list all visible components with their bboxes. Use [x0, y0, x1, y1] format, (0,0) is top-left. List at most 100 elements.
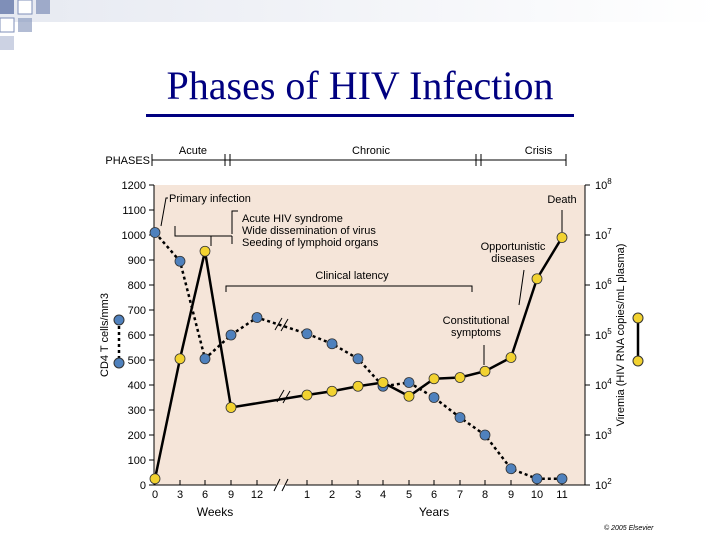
weeks-axis-label: Weeks [197, 505, 233, 519]
corner-decoration [0, 0, 720, 50]
slide-title: Phases of HIV Infection [166, 63, 554, 108]
annotation-constitutional: Constitutional [443, 315, 510, 327]
viremia-data-point [352, 380, 364, 392]
cd4-data-point [225, 329, 237, 341]
bottom-tick-label: 3 [177, 489, 183, 501]
viremia-data-point [377, 377, 389, 388]
right-tick-label: 108 [595, 177, 612, 192]
viremia-data-point [531, 273, 543, 285]
axis-break-mark [273, 478, 289, 492]
left-tick-label: 700 [128, 305, 146, 317]
left-tick-label: 300 [128, 405, 146, 417]
right-tick-label: 105 [595, 327, 612, 342]
bottom-tick-label: 9 [508, 489, 514, 501]
annotation-clinical-latency: Clinical latency [315, 270, 389, 282]
annotation-bracket [225, 285, 473, 292]
left-tick-label: 0 [140, 480, 146, 492]
cd4-data-point [326, 338, 338, 350]
cd4-data-point [352, 353, 364, 365]
right-tick-label: 107 [595, 227, 612, 242]
phase-label-crisis: Crisis [525, 145, 553, 157]
left-tick-label: 400 [128, 380, 146, 392]
series-line-cd4 [154, 231, 562, 480]
viremia-data-point [556, 232, 568, 243]
years-axis-label: Years [419, 505, 449, 519]
annotation-acute-syndrome: Acute HIV syndrome [242, 213, 343, 225]
right-tick-label: 103 [595, 427, 612, 442]
legend-cd4-marker [113, 314, 125, 326]
bottom-tick-label: 8 [482, 489, 488, 501]
annotation-bracket [174, 210, 238, 246]
cd4-data-point [251, 312, 263, 323]
bottom-tick-label: 5 [406, 489, 412, 501]
legend-viremia-marker [632, 312, 644, 324]
left-tick-label: 800 [128, 280, 146, 292]
left-tick-label: 1200 [122, 180, 146, 192]
phases-label: PHASES [105, 155, 150, 167]
annotation-constitutional: symptoms [451, 327, 502, 339]
annotation-acute-syndrome: Seeding of lymphoid organs [242, 237, 379, 249]
viremia-data-point [149, 473, 161, 485]
annotation-opportunistic: diseases [491, 253, 535, 265]
left-tick-label: 500 [128, 355, 146, 367]
viremia-data-point [225, 402, 237, 413]
legend-cd4-marker [113, 357, 125, 369]
viremia-data-point [428, 373, 440, 385]
viremia-data-point [199, 245, 211, 257]
left-tick-label: 1100 [122, 205, 146, 217]
legend-viremia-marker [632, 355, 644, 367]
cd4-data-point [428, 392, 440, 403]
cd4-data-point [301, 328, 313, 340]
annotation-leader [518, 269, 525, 306]
right-tick-label: 104 [595, 377, 612, 392]
title-underline [146, 114, 574, 117]
bottom-tick-label: 6 [202, 489, 208, 501]
cd4-data-point [479, 429, 491, 441]
bottom-tick-label: 6 [431, 489, 437, 501]
annotation-acute-syndrome: Wide dissemination of virus [242, 225, 376, 237]
viremia-data-point [174, 353, 186, 365]
cd4-data-point [505, 463, 517, 475]
bottom-tick-label: 11 [556, 489, 567, 501]
left-tick-label: 900 [128, 255, 146, 267]
viremia-data-point [505, 352, 517, 363]
right-tick-label: 102 [595, 477, 612, 492]
viremia-data-point [301, 389, 313, 401]
cd4-data-point [556, 473, 568, 485]
left-tick-label: 1000 [122, 230, 146, 242]
right-tick-label: 106 [595, 277, 612, 292]
line-break-mark [276, 389, 291, 404]
cd4-data-point [199, 353, 211, 365]
bottom-tick-label: 7 [457, 489, 463, 501]
right-axis-title: Viremia (HIV RNA copies/mL plasma) [615, 244, 627, 427]
cd4-data-point [531, 473, 543, 485]
bottom-tick-label: 3 [355, 489, 361, 501]
left-tick-label: 200 [128, 430, 146, 442]
copyright-notice: © 2005 Elsevier [604, 525, 654, 532]
viremia-data-point [403, 390, 415, 402]
left-axis-title: CD4 T cells/mm3 [99, 293, 111, 377]
cd4-data-point [174, 255, 186, 267]
bottom-tick-label: 4 [380, 489, 386, 501]
cd4-data-point [403, 377, 415, 388]
phase-label-acute: Acute [179, 145, 207, 157]
viremia-data-point [479, 365, 491, 377]
bottom-tick-label: 9 [228, 489, 234, 501]
cd4-data-point [454, 412, 466, 423]
bottom-tick-label: 12 [251, 489, 263, 501]
cd4-data-point [149, 227, 161, 238]
bottom-tick-label: 2 [329, 489, 335, 501]
annotation-primary-infection: Primary infection [169, 193, 251, 205]
viremia-data-point [454, 372, 466, 383]
bottom-tick-label: 0 [152, 489, 158, 501]
viremia-data-point [326, 385, 338, 397]
annotation-opportunistic: Opportunistic [481, 241, 546, 253]
left-tick-label: 100 [128, 455, 146, 467]
annotation-death: Death [547, 194, 576, 206]
annotation-leader [160, 197, 168, 227]
line-break-mark [274, 317, 289, 332]
phase-label-chronic: Chronic [352, 145, 390, 157]
left-tick-label: 600 [128, 330, 146, 342]
bottom-tick-label: 1 [304, 489, 310, 501]
